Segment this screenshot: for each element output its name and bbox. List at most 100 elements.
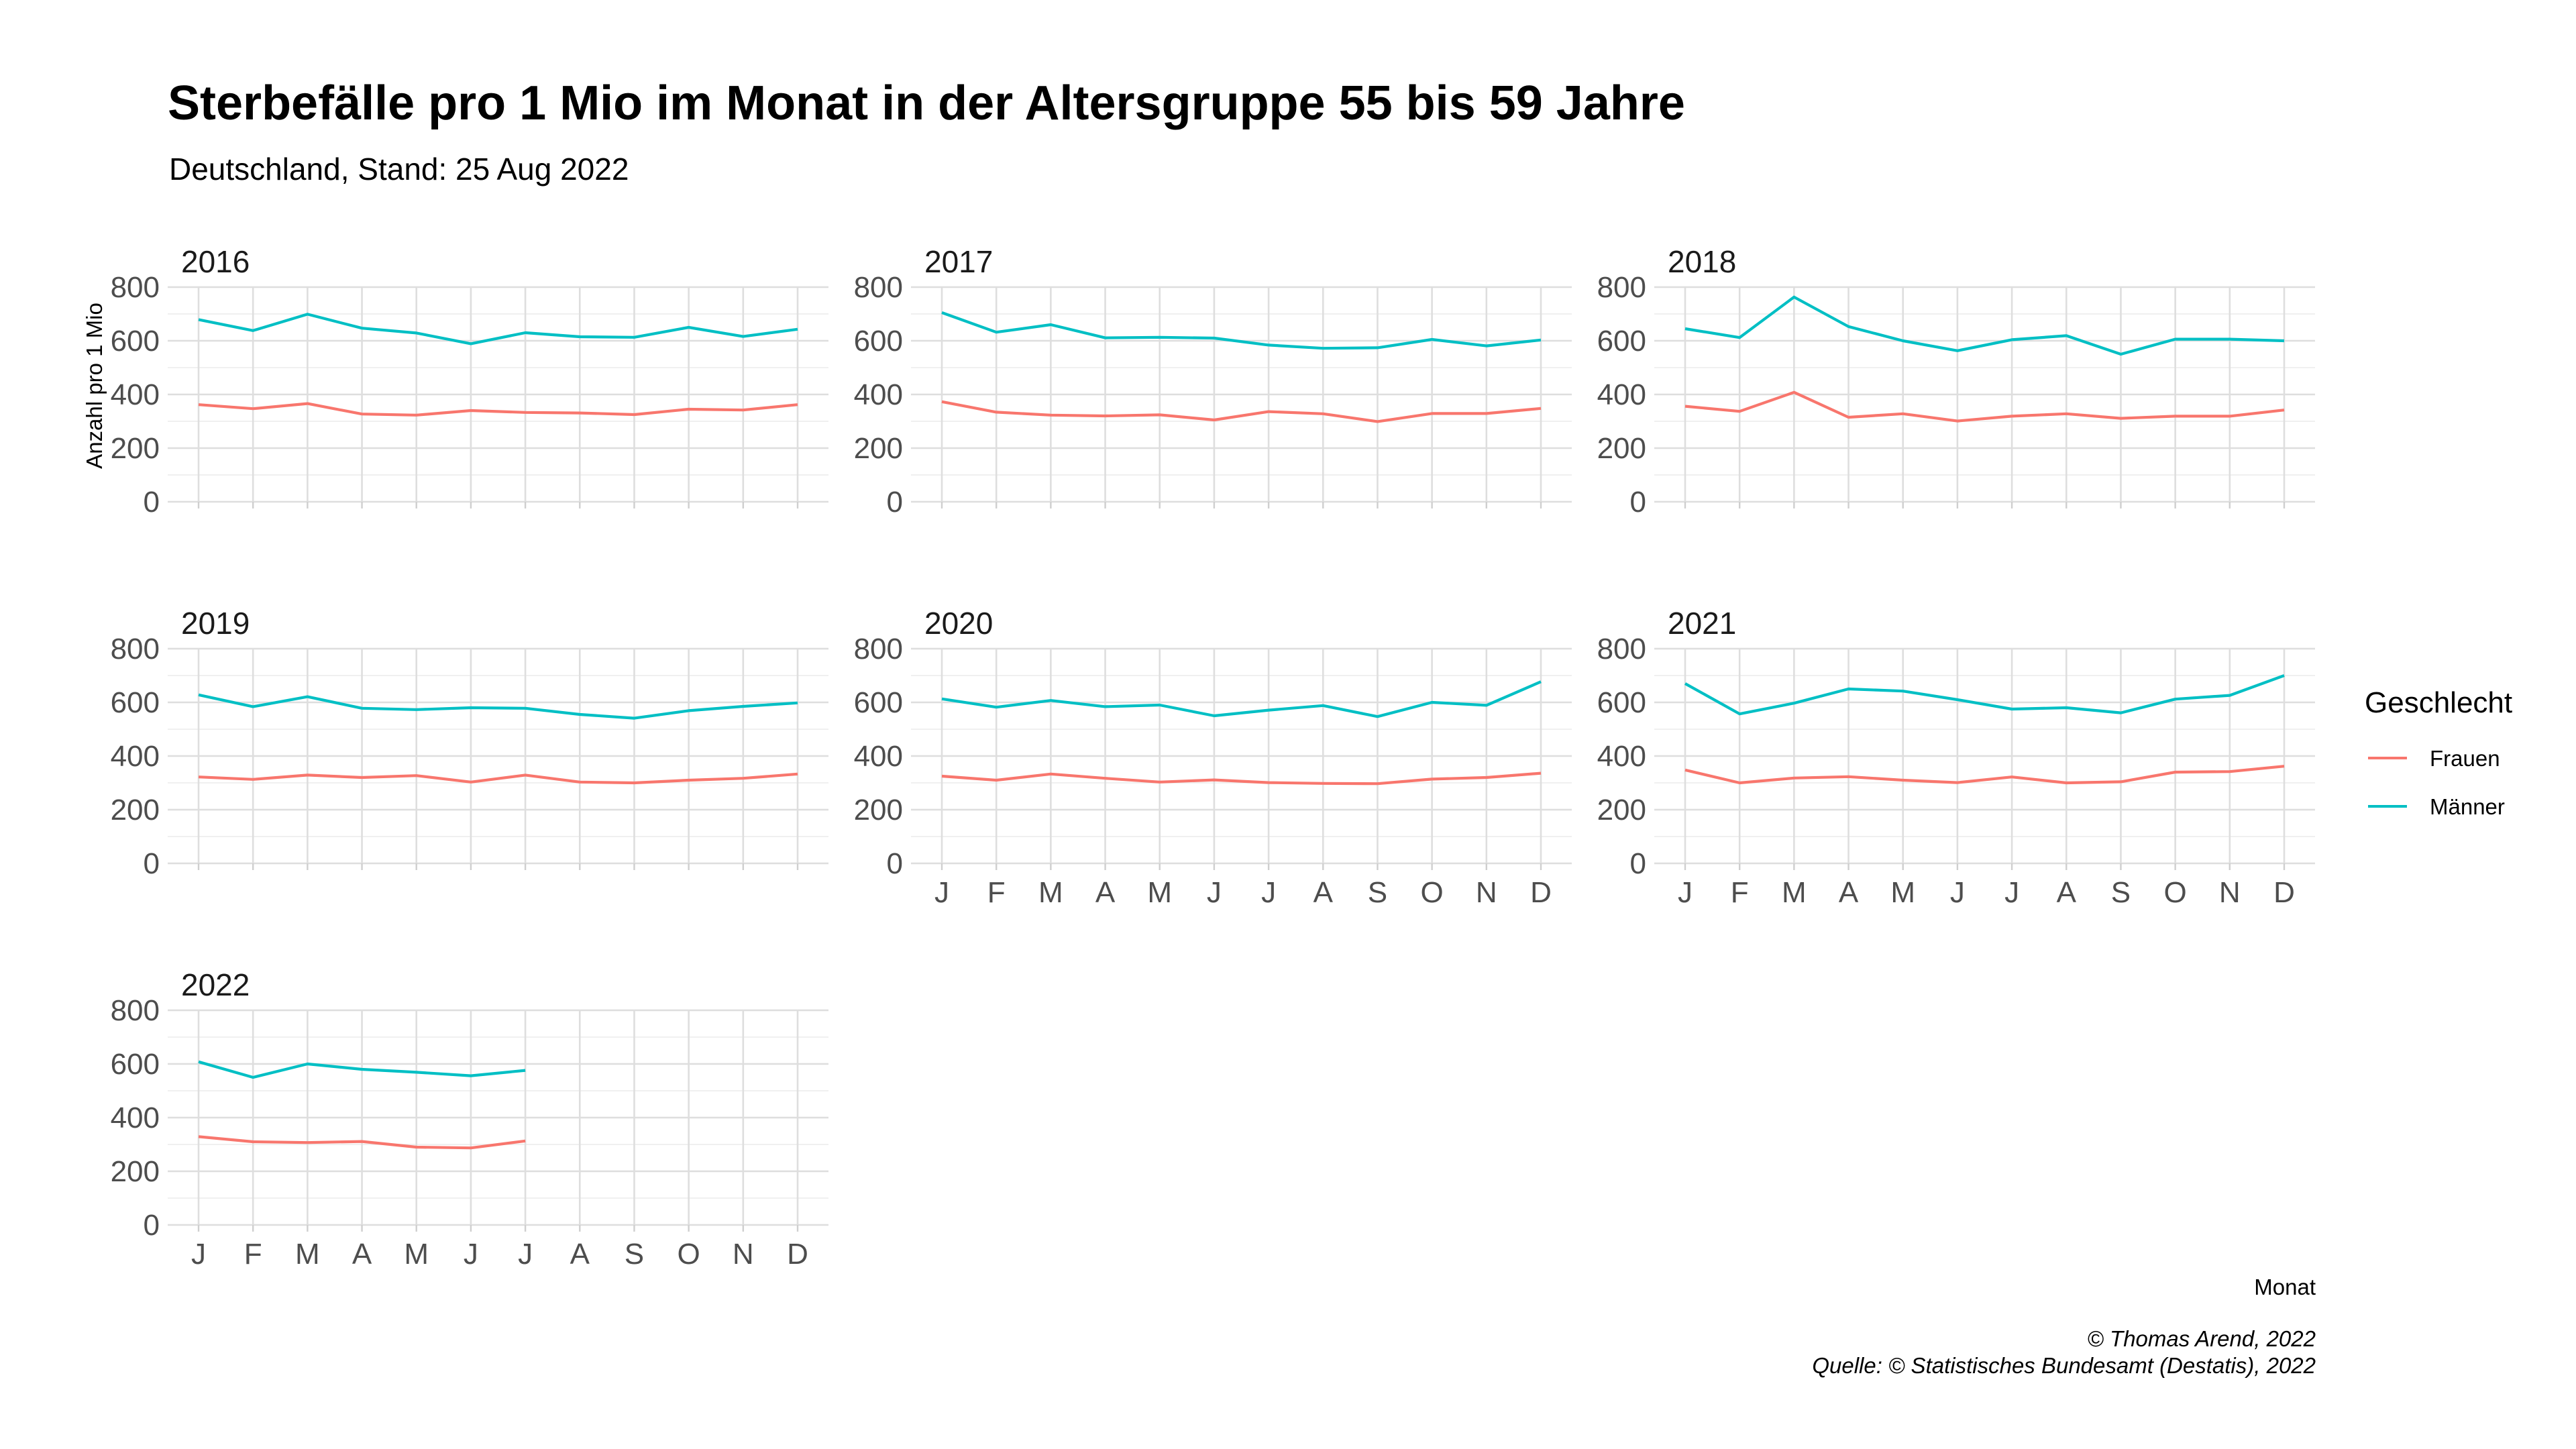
series-line-frauen: [1684, 390, 2285, 423]
x-tick-label: M: [1782, 876, 1807, 909]
y-tick-label: 0: [144, 1209, 160, 1242]
legend-label-maenner: Männer: [2430, 794, 2505, 819]
x-tick-label: F: [1731, 876, 1749, 909]
y-tick-label: 400: [1597, 378, 1646, 411]
series-line-maenner: [941, 680, 1542, 718]
facet-panel-2016: 2016 0 200 400 600 800: [111, 244, 828, 519]
x-tick-label: J: [464, 1238, 478, 1271]
x-tick-label: M: [1038, 876, 1063, 909]
facet-panel-2017: 2017 0 200 400 600 800: [854, 244, 1572, 519]
series-line-maenner: [198, 693, 798, 720]
facet-label: 2020: [924, 606, 993, 641]
chart-title: Sterbefälle pro 1 Mio im Monat in der Al…: [168, 76, 1685, 130]
x-tick-label: O: [2164, 876, 2187, 909]
x-tick-label: M: [295, 1238, 320, 1271]
facet-label: 2019: [181, 606, 250, 641]
y-tick-label: 0: [887, 486, 903, 519]
y-tick-label: 600: [1597, 686, 1646, 719]
y-tick-label: 400: [854, 378, 903, 411]
facet-panel-2019: 2019 0 200 400 600 800: [111, 606, 828, 880]
y-tick-label: 0: [1630, 847, 1646, 880]
y-tick-label: 0: [1630, 486, 1646, 519]
y-tick-label: 0: [144, 486, 160, 519]
y-tick-label: 800: [854, 633, 903, 665]
series-line-frauen: [1684, 765, 2285, 785]
x-tick-label: D: [2273, 876, 2295, 909]
legend-title: Geschlecht: [2365, 686, 2512, 719]
x-tick-label: J: [518, 1238, 533, 1271]
x-tick-label: O: [678, 1238, 700, 1271]
x-tick-label: A: [352, 1238, 372, 1271]
x-tick-label: M: [404, 1238, 429, 1271]
x-tick-label: S: [1368, 876, 1387, 909]
x-tick-label: A: [1839, 876, 1859, 909]
facet-panels: 2016020040060080020170200400600800201802…: [111, 244, 2315, 1271]
x-tick-label: D: [787, 1238, 808, 1271]
x-tick-label: A: [1313, 876, 1334, 909]
series-line-frauen: [941, 400, 1542, 423]
x-tick-label: A: [570, 1238, 590, 1271]
x-tick-label: F: [244, 1238, 262, 1271]
series-line-maenner: [198, 313, 798, 345]
y-tick-label: 400: [111, 1102, 160, 1134]
x-tick-label: J: [1950, 876, 1965, 909]
x-tick-label: J: [1207, 876, 1222, 909]
y-tick-label: 400: [111, 740, 160, 773]
y-tick-label: 400: [854, 740, 903, 773]
x-tick-label: J: [2004, 876, 2019, 909]
x-tick-label: S: [625, 1238, 644, 1271]
y-tick-label: 800: [1597, 633, 1646, 665]
facet-panel-2018: 2018 0 200 400 600 800: [1597, 244, 2315, 519]
y-tick-label: 200: [854, 794, 903, 826]
facet-label: 2018: [1668, 244, 1736, 279]
y-tick-label: 600: [111, 325, 160, 358]
x-tick-label: F: [987, 876, 1006, 909]
y-tick-label: 400: [1597, 740, 1646, 773]
series-line-frauen: [198, 1135, 526, 1150]
legend: Geschlecht Frauen Männer: [2365, 686, 2512, 819]
y-tick-label: 200: [1597, 432, 1646, 465]
facet-label: 2022: [181, 967, 250, 1002]
caption-source: Quelle: © Statistisches Bundesamt (Desta…: [1812, 1353, 2316, 1378]
x-tick-label: J: [191, 1238, 206, 1271]
legend-label-frauen: Frauen: [2430, 746, 2500, 771]
x-tick-label: A: [1095, 876, 1116, 909]
x-axis-label: Monat: [2254, 1275, 2316, 1299]
y-tick-label: 800: [111, 994, 160, 1027]
y-tick-label: 600: [854, 325, 903, 358]
x-tick-label: D: [1530, 876, 1552, 909]
y-tick-label: 0: [887, 847, 903, 880]
y-tick-label: 200: [1597, 794, 1646, 826]
y-axis-label: Anzahl pro 1 Mio: [82, 303, 107, 469]
y-tick-label: 200: [111, 432, 160, 465]
series-line-frauen: [198, 772, 798, 785]
facet-label: 2017: [924, 244, 993, 279]
x-tick-label: J: [1678, 876, 1693, 909]
y-tick-label: 600: [111, 686, 160, 719]
y-tick-label: 600: [854, 686, 903, 719]
x-tick-label: A: [2057, 876, 2077, 909]
series-line-maenner: [1684, 674, 2285, 716]
series-line-frauen: [941, 771, 1542, 786]
x-tick-label: N: [733, 1238, 754, 1271]
x-tick-label: J: [1261, 876, 1276, 909]
x-tick-label: S: [2111, 876, 2131, 909]
y-tick-label: 200: [854, 432, 903, 465]
x-tick-label: J: [934, 876, 949, 909]
series-line-maenner: [198, 1060, 526, 1079]
chart-subtitle: Deutschland, Stand: 25 Aug 2022: [169, 152, 629, 186]
y-tick-label: 800: [854, 271, 903, 304]
x-tick-label: O: [1421, 876, 1444, 909]
series-line-frauen: [198, 402, 798, 417]
y-tick-label: 200: [111, 1155, 160, 1188]
x-tick-label: M: [1890, 876, 1915, 909]
y-tick-label: 800: [111, 271, 160, 304]
y-tick-label: 200: [111, 794, 160, 826]
y-tick-label: 800: [111, 633, 160, 665]
x-tick-label: M: [1147, 876, 1172, 909]
facet-label: 2021: [1668, 606, 1736, 641]
